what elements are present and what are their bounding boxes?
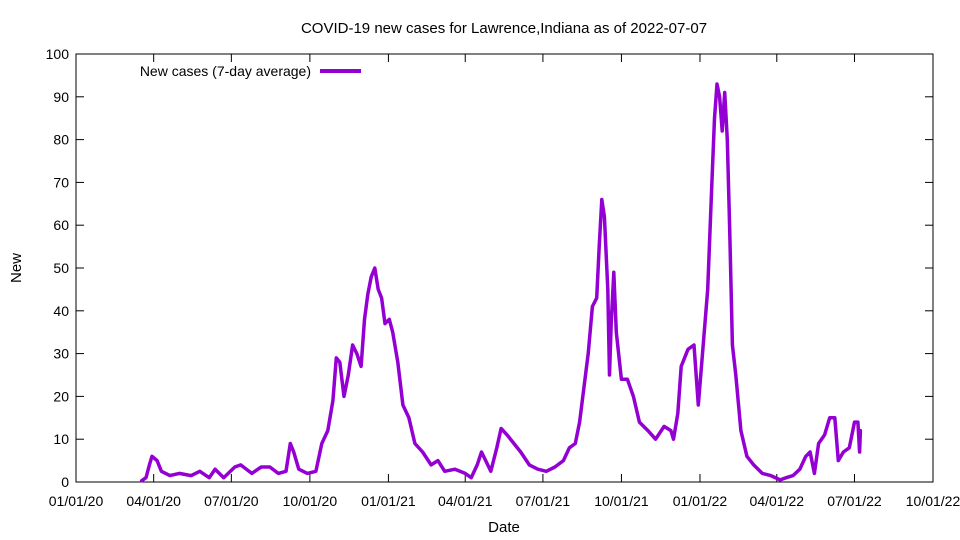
x-axis-ticks: 01/01/20 04/01/20 07/01/20 10/01/20 01/01/21…	[49, 54, 960, 509]
x-tick-label: 04/01/22	[750, 493, 805, 509]
y-tick-label: 100	[46, 46, 70, 62]
x-tick-label: 07/01/20	[204, 493, 259, 509]
x-tick-label: 10/01/21	[594, 493, 649, 509]
series-layer	[139, 82, 863, 483]
x-axis-label: Date	[488, 519, 520, 536]
y-axis-ticks: 0 10 20 30 40 50 60 70 80 90 100	[46, 46, 933, 490]
y-tick-label: 30	[53, 346, 69, 362]
y-tick-label: 80	[53, 132, 69, 148]
x-tick-label: 01/01/22	[673, 493, 728, 509]
y-tick-label: 70	[53, 174, 69, 190]
plot-border	[75, 53, 934, 483]
x-tick-label: 07/01/21	[516, 493, 571, 509]
x-tick-label: 01/01/21	[361, 493, 416, 509]
chart-title: COVID-19 new cases for Lawrence,Indiana …	[301, 20, 707, 37]
y-axis-label: New	[8, 253, 25, 283]
x-tick-label: 04/01/20	[126, 493, 181, 509]
x-tick-label: 10/01/20	[283, 493, 338, 509]
y-tick-label: 40	[53, 303, 69, 319]
legend: New cases (7-day average)	[140, 63, 361, 79]
legend-label: New cases (7-day average)	[140, 63, 311, 79]
x-tick-label: 10/01/22	[906, 493, 960, 509]
y-tick-label: 20	[53, 388, 69, 404]
series-line-0	[139, 82, 863, 483]
x-tick-label: 01/01/20	[49, 493, 104, 509]
y-tick-label: 60	[53, 217, 69, 233]
y-tick-label: 10	[53, 431, 69, 447]
plot-frame	[75, 53, 934, 483]
y-tick-label: 90	[53, 89, 69, 105]
y-tick-label: 50	[53, 260, 69, 276]
x-tick-label: 07/01/22	[827, 493, 882, 509]
x-tick-label: 04/01/21	[438, 493, 493, 509]
y-tick-label: 0	[61, 474, 69, 490]
